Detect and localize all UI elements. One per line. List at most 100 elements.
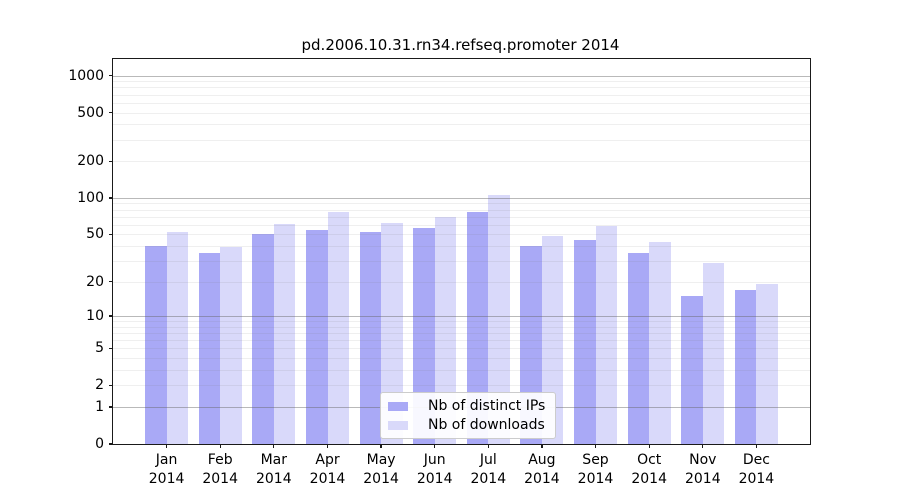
x-tick-month: Jul — [479, 452, 497, 468]
minor-gridline — [113, 209, 810, 211]
legend-swatch-downloads — [388, 420, 408, 430]
x-tick-month: Nov — [689, 452, 717, 468]
bar-downloads — [381, 223, 403, 444]
x-tick-mark — [326, 444, 329, 448]
minor-gridline — [113, 224, 810, 226]
x-tick-mark — [434, 444, 436, 448]
major-gridline — [113, 75, 810, 77]
legend-label: Nb of downloads — [428, 417, 545, 433]
x-tick-label: Aug 2014 — [524, 451, 560, 489]
chart-title: pd.2006.10.31.rn34.refseq.promoter 2014 — [301, 36, 620, 54]
bar-distinct-ips — [252, 234, 274, 444]
x-tick-month: Aug — [528, 452, 556, 468]
legend-swatch-distinct-ips — [388, 401, 408, 411]
legend: Nb of distinct IPs Nb of downloads — [380, 392, 557, 439]
bar-distinct-ips — [359, 232, 382, 444]
x-tick-month: Oct — [637, 452, 662, 468]
y-tick-mark — [109, 280, 113, 283]
x-tick-label: Feb 2014 — [202, 451, 238, 489]
minor-gridline — [113, 246, 810, 247]
x-tick-year: 2014 — [202, 470, 239, 487]
x-tick-year: 2014 — [631, 470, 668, 487]
x-tick-month: Sep — [582, 452, 609, 468]
y-tick-mark — [109, 384, 113, 387]
x-tick-label: May 2014 — [363, 451, 399, 489]
x-tick-year: 2014 — [309, 470, 346, 487]
minor-gridline — [113, 161, 810, 163]
x-tick-year: 2014 — [524, 470, 560, 487]
x-tick-year: 2014 — [255, 470, 292, 487]
minor-gridline — [113, 124, 810, 126]
bar-downloads — [595, 225, 617, 444]
minor-gridline — [113, 139, 810, 141]
plot-area: 1000 500 200 100 50 20 10 5 2 1 0 Jan 2014 Feb 2014 Mar… — [68, 58, 811, 487]
y-tick-mark — [109, 315, 113, 317]
minor-gridline — [113, 102, 810, 104]
x-tick-month: Apr — [315, 452, 340, 468]
y-tick-label: 100 — [77, 189, 104, 206]
bar-downloads — [327, 211, 349, 444]
x-tick-label: Nov 2014 — [685, 451, 721, 489]
bar-downloads — [273, 223, 296, 444]
x-tick-year: 2014 — [738, 470, 775, 487]
bar-distinct-ips — [145, 246, 167, 444]
x-tick-label: Apr 2014 — [310, 451, 346, 489]
minor-gridline — [113, 234, 810, 236]
bar-downloads — [166, 232, 189, 444]
major-gridline — [113, 197, 810, 199]
y-tick-mark — [109, 111, 113, 114]
x-tick-label: Jul 2014 — [470, 451, 506, 489]
bar-distinct-ips — [306, 230, 328, 444]
x-tick-year: 2014 — [416, 470, 453, 487]
bar-distinct-ips — [198, 252, 221, 444]
x-tick-year: 2014 — [148, 470, 185, 487]
x-tick-month: Dec — [742, 452, 770, 468]
x-tick-label: Dec 2014 — [739, 451, 775, 489]
y-tick-mark — [109, 197, 113, 199]
bar-distinct-ips — [413, 228, 435, 444]
minor-gridline — [113, 203, 810, 205]
x-tick-mark — [702, 444, 704, 448]
x-tick-mark — [755, 444, 758, 448]
x-tick-label: Sep 2014 — [578, 451, 614, 489]
bar-downloads — [756, 284, 778, 444]
x-tick-month: Jun — [423, 452, 446, 468]
x-tick-mark — [487, 444, 489, 448]
minor-gridline — [113, 112, 810, 114]
x-tick-mark — [541, 444, 543, 448]
y-tick-label: 50 — [86, 226, 104, 243]
y-tick-label: 1000 — [68, 67, 104, 84]
minor-gridline — [113, 87, 810, 89]
x-tick-year: 2014 — [577, 470, 614, 487]
x-tick-year: 2014 — [684, 470, 721, 487]
x-tick-mark — [219, 444, 221, 448]
y-tick-label: 500 — [77, 104, 104, 121]
bar-distinct-ips — [734, 289, 757, 444]
y-tick-mark — [109, 160, 113, 162]
bar-distinct-ips — [627, 252, 650, 444]
bar-downloads — [702, 262, 725, 444]
bar-distinct-ips — [681, 296, 703, 444]
x-tick-mark — [648, 444, 650, 448]
x-tick-label: Oct 2014 — [631, 451, 667, 489]
y-tick-mark — [109, 406, 113, 408]
x-tick-year: 2014 — [470, 470, 507, 487]
x-tick-mark — [273, 444, 275, 448]
y-tick-mark — [109, 443, 113, 445]
bar-distinct-ips — [574, 239, 596, 444]
x-tick-year: 2014 — [363, 470, 399, 487]
y-tick-mark — [109, 347, 113, 350]
minor-gridline — [113, 81, 810, 83]
x-tick-month: Jan — [155, 452, 178, 468]
y-tick-label: 1 — [95, 399, 104, 415]
y-tick-mark — [109, 74, 113, 77]
x-tick-month: May — [366, 452, 396, 468]
x-tick-label: Jan 2014 — [149, 451, 185, 489]
y-tick-label: 0 — [95, 436, 104, 452]
legend-item: Nb of distinct IPs — [388, 398, 545, 414]
bar-distinct-ips — [466, 212, 489, 444]
minor-gridline — [113, 94, 810, 96]
bar-downloads — [488, 194, 510, 444]
legend-item: Nb of downloads — [388, 417, 545, 433]
